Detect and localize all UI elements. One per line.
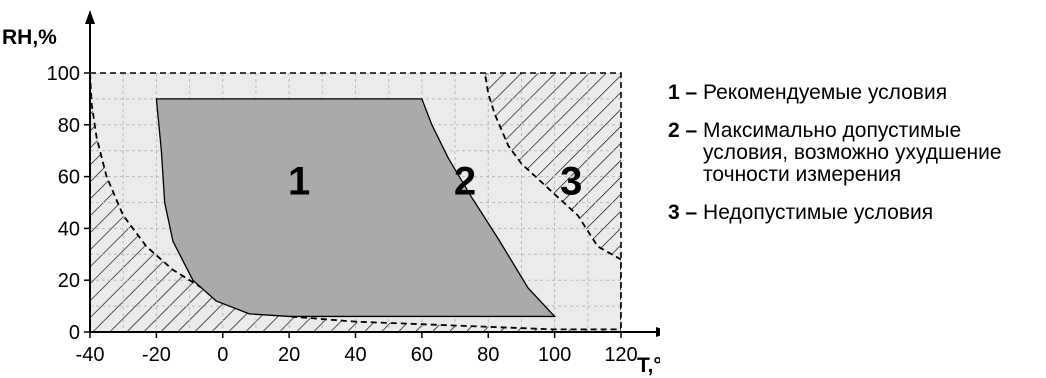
x-tick-label: 40 — [344, 344, 366, 366]
legend-text: Недопустимые условия — [703, 201, 934, 224]
x-tick-label: 100 — [538, 344, 571, 366]
region-2-label: 2 — [454, 160, 476, 204]
y-tick-label: 60 — [58, 167, 80, 189]
legend-item-2: 2 – Максимально допустимые условия, возм… — [668, 120, 1043, 186]
region-1-label: 1 — [288, 160, 310, 204]
legend-number: 2 — [668, 119, 680, 142]
x-axis-arrow — [656, 327, 660, 337]
y-tick-label: 40 — [58, 218, 80, 240]
legend-number: 1 — [668, 81, 680, 104]
x-tick-label: -40 — [76, 344, 105, 366]
legend-item-1: 1 – Рекомендуемые условия — [668, 82, 1043, 104]
x-tick-label: 60 — [411, 344, 433, 366]
y-tick-label: 0 — [69, 322, 80, 344]
x-axis-title: T,°C — [637, 354, 660, 377]
y-tick-label: 100 — [47, 63, 80, 85]
x-tick-label: 20 — [278, 344, 300, 366]
x-tick-label: -20 — [142, 344, 171, 366]
legend-dash: – — [679, 119, 704, 142]
legend-number: 3 — [668, 201, 680, 224]
region-3-label: 3 — [560, 160, 582, 204]
chart-plot: 1 2 3 -40 -20 0 20 40 60 80 100 120 0 20 40 60 80 100 RH… — [2, 10, 660, 377]
y-axis-title: RH,% — [2, 26, 57, 49]
legend: 1 – Рекомендуемые условия 2 – Максимальн… — [668, 82, 1043, 240]
legend-text: Максимально допустимые условия, возможно… — [703, 119, 1002, 186]
x-tick-label: 120 — [604, 344, 637, 366]
legend-dash: – — [679, 201, 704, 224]
y-tick-label: 20 — [58, 270, 80, 292]
y-axis-arrow — [85, 10, 95, 24]
x-tick-label: 0 — [217, 344, 228, 366]
y-tick-label: 80 — [58, 115, 80, 137]
region-1-recommended — [155, 98, 557, 318]
legend-item-3: 3 – Недопустимые условия — [668, 202, 1043, 224]
legend-dash: – — [679, 81, 704, 104]
x-tick-label: 80 — [477, 344, 499, 366]
legend-text: Рекомендуемые условия — [703, 81, 948, 104]
region-2-boundary — [90, 73, 621, 331]
